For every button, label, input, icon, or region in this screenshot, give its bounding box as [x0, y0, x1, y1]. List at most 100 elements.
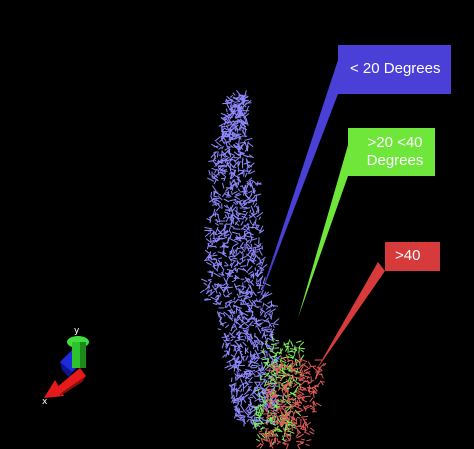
molecule-bond — [252, 290, 257, 297]
molecule-bond — [260, 311, 264, 316]
molecule-bond — [243, 192, 250, 200]
molecule-bond — [244, 335, 247, 340]
molecule-bond — [235, 192, 240, 196]
molecule-bond — [304, 421, 312, 427]
molecule-bond — [234, 135, 241, 140]
molecule-bond — [235, 361, 243, 367]
molecule-bond — [236, 366, 240, 373]
molecule-bond — [235, 347, 242, 353]
axis-gizmo[interactable] — [44, 336, 89, 398]
molecule-bond — [286, 383, 294, 385]
molecule-bond — [253, 202, 258, 208]
molecule-bond — [299, 365, 304, 372]
molecule-bond — [284, 416, 288, 420]
molecule-bond — [274, 378, 278, 382]
molecule-bond — [301, 376, 306, 379]
molecule-bond — [232, 242, 239, 248]
callout-low-pointer — [258, 60, 338, 303]
molecule-bond — [220, 112, 228, 117]
molecule-bond — [212, 155, 217, 163]
molecule-bond — [238, 169, 246, 172]
molecule-bond — [294, 386, 299, 393]
molecule-bond — [250, 249, 255, 252]
molecule-bond — [287, 412, 291, 418]
molecule-bond — [228, 310, 232, 314]
molecule-bond — [239, 151, 242, 159]
molecule-bond — [246, 279, 250, 284]
molecule-bond — [312, 390, 315, 398]
molecule-bond — [230, 190, 233, 196]
molecule-bond — [208, 213, 217, 219]
molecule-bond — [290, 422, 297, 426]
molecule-bond — [215, 297, 218, 302]
molecule-bond — [256, 207, 260, 213]
molecule-bond — [224, 334, 230, 338]
molecule-bond — [245, 239, 251, 244]
molecule-bond — [240, 221, 244, 226]
molecule-bond — [273, 438, 276, 445]
molecule-bond — [250, 212, 255, 215]
molecule-bond — [248, 376, 253, 383]
molecule-bond — [228, 300, 236, 304]
molecule-bond — [285, 378, 290, 383]
molecule-bond — [230, 128, 234, 136]
molecule-bond — [211, 167, 217, 171]
molecule-bond — [254, 227, 263, 232]
molecule-bond — [264, 340, 268, 346]
molecule-bond — [304, 375, 311, 379]
molecule-bond — [274, 397, 278, 405]
molecule-bond — [288, 353, 293, 358]
molecule-bond — [293, 382, 297, 386]
molecule-bond — [301, 438, 306, 441]
molecule-bond — [234, 182, 238, 188]
molecule-bond — [254, 247, 257, 254]
molecule-bond — [259, 275, 264, 283]
molecule-bond — [250, 421, 254, 426]
molecule-bond — [255, 386, 263, 389]
molecule-bond — [211, 143, 219, 149]
molecule-bond — [231, 208, 235, 212]
molecule-bond — [224, 187, 229, 192]
molecule-bond — [246, 393, 249, 397]
molecule-bond — [285, 366, 293, 369]
molecule-bond — [307, 361, 312, 367]
molecule-bond — [306, 439, 312, 442]
molecule-bond — [280, 360, 287, 364]
molecule-bond — [245, 310, 253, 313]
molecule-bond — [294, 405, 303, 410]
molecule-bond — [248, 179, 253, 183]
molecule-bond — [261, 391, 265, 395]
molecule-bond — [234, 267, 238, 273]
molecule-bond — [235, 307, 238, 314]
molecule-bond — [235, 142, 240, 146]
molecule-bond — [229, 309, 234, 318]
molecule-bond — [218, 316, 223, 322]
molecule-bond — [298, 385, 307, 390]
molecule-bond — [246, 182, 252, 187]
molecule-bond — [228, 316, 234, 321]
molecule-bond — [272, 304, 275, 308]
molecule-bond — [313, 387, 318, 392]
molecule-bond — [303, 367, 311, 373]
molecule-bond — [314, 384, 319, 388]
molecule-bond — [233, 201, 237, 206]
molecule-bond — [224, 366, 229, 369]
molecule-bond — [214, 211, 217, 217]
molecule-bond — [269, 308, 276, 314]
molecule-bond — [237, 217, 244, 220]
molecule-bond — [239, 343, 244, 348]
molecule-bond — [255, 194, 258, 202]
molecule-bond — [224, 170, 226, 175]
molecule-bond — [230, 336, 236, 338]
molecule-bond — [216, 218, 219, 223]
molecule-bond — [238, 332, 241, 338]
molecule-bond — [240, 185, 244, 187]
molecule-bond — [271, 427, 279, 431]
molecule-bond — [279, 372, 285, 375]
molecule-bond — [256, 211, 264, 218]
molecule-bond — [296, 340, 302, 343]
molecule-bond — [271, 346, 275, 350]
molecule-bond — [243, 296, 248, 300]
molecule-bond — [248, 290, 254, 295]
